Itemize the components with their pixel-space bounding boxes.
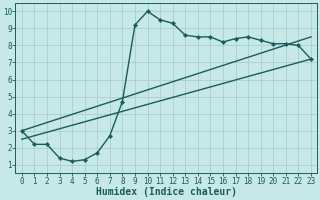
X-axis label: Humidex (Indice chaleur): Humidex (Indice chaleur) xyxy=(96,187,237,197)
